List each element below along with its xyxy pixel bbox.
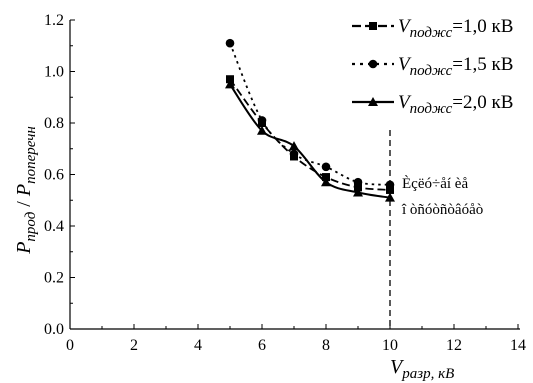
legend-marker-3 [368,97,378,106]
x-tick-label-12: 12 [446,337,462,354]
x-tick-label-14: 14 [510,337,526,354]
y-label-num: P [13,242,35,255]
series-1 [226,75,394,194]
y-tick-label-0.8: 0.8 [44,115,64,132]
annotation-line-1: Èçëó÷åí èå [402,175,468,192]
series-3-point-1 [225,79,235,89]
series-1-point-6 [386,185,394,194]
series-3 [225,79,395,202]
legend-label-2: Vподжс=1,5 кВ [398,54,513,79]
series-3-point-4 [321,177,331,187]
legend-item-1: Vподжс=1,0 кВ [352,16,513,41]
legend-label-3: Vподжс=2,0 кВ [398,92,513,117]
series-1-point-1 [226,75,234,84]
x-label-sub: разр [401,366,431,382]
series-2-point-3 [289,149,299,159]
series-3-point-3 [289,141,299,151]
y-tick-label-0.2: 0.2 [44,270,64,287]
legend: Vподжс=1,0 кВ Vподжс=1,5 кВ Vподжс=2,0 кВ [352,16,513,117]
series-3-point-5 [353,187,363,197]
x-tick-label-10: 10 [382,337,398,354]
x-tick-label-2: 2 [130,337,138,354]
series-2-point-4 [321,162,331,172]
x-tick-label-6: 6 [258,337,266,354]
x-tick-label-8: 8 [322,337,330,354]
y-tick-label-0.6: 0.6 [44,167,64,184]
y-label-sep: / [13,196,35,212]
y-label-num-sub: прод [23,211,39,241]
legend-item-3: Vподжс=2,0 кВ [352,92,513,117]
plot-area: 0 2 4 6 8 10 12 14 0.0 0.2 0.4 0.6 0.8 1.0 1.2 Èçëó÷åí… [44,12,526,354]
x-label-unit: , кВ [431,366,455,382]
annotation: Èçëó÷åí èå î òñóòñòâóåò [401,175,483,218]
y-label-den-sub: поперечн [23,126,39,184]
series-3-point-6 [385,192,395,202]
series-group [225,38,395,202]
x-label-var: V [390,356,405,378]
legend-label-1: Vподжс=1,0 кВ [398,16,513,41]
series-2-point-6 [385,180,395,190]
series-2 [225,38,395,190]
x-tick-label-0: 0 [66,337,74,354]
y-tick-label-0.0: 0.0 [44,321,64,338]
series-1-line [229,78,391,191]
axis-ticks: 0 2 4 6 8 10 12 14 0.0 0.2 0.4 0.6 0.8 1.0 1.2 [44,12,526,354]
series-2-point-1 [225,38,235,48]
x-axis-label: Vразр, кВ [390,356,454,382]
legend-item-2: Vподжс=1,5 кВ [352,54,513,79]
series-1-point-5 [354,183,362,192]
y-tick-label-1.0: 1.0 [44,64,64,81]
series-2-point-5 [353,177,363,187]
legend-marker-2 [368,59,378,69]
y-tick-label-1.2: 1.2 [44,12,64,29]
series-2-point-2 [257,116,267,125]
annotation-line-2: î òñóòñòâóåò [401,202,483,218]
legend-marker-1 [369,22,377,30]
series-3-point-2 [257,125,267,135]
y-tick-label-0.4: 0.4 [44,218,64,235]
x-tick-label-4: 4 [194,337,202,354]
series-1-point-4 [322,173,330,182]
y-label-den: P [13,184,35,197]
y-axis-label: Pпрод / Pпоперечн [13,126,39,255]
